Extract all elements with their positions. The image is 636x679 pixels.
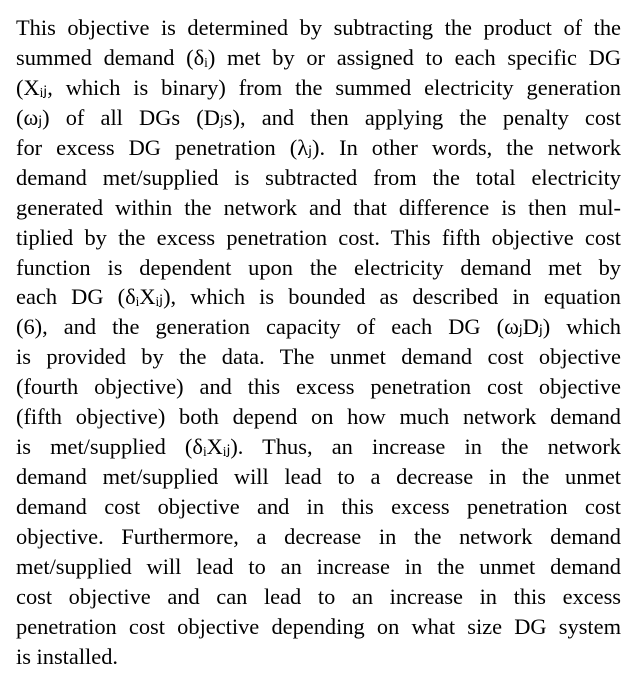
text-line: demand met/supplied will lead to a decre… <box>16 464 621 490</box>
text-line: demand met/supplied is subtracted from t… <box>16 164 621 190</box>
text-line: each DG (δᵢXᵢⱼ), which is bounded as des… <box>16 284 621 310</box>
text-line: function is dependent upon the electrici… <box>16 254 621 280</box>
text-line: is met/supplied (δᵢXᵢⱼ). Thus, an increa… <box>16 434 621 460</box>
text-line: (fifth objective) both depend on how muc… <box>16 404 621 430</box>
text-line: (fourth objective) and this excess penet… <box>16 374 621 400</box>
text-line: penetration cost objective depending on … <box>16 613 621 639</box>
text-line: demand cost objective and in this excess… <box>16 494 621 519</box>
text-line: summed demand (δᵢ) met by or assigned to… <box>16 44 621 70</box>
text-line: is provided by the data. The unmet deman… <box>16 344 621 370</box>
text-line: objective. Furthermore, a decrease in th… <box>16 523 621 549</box>
text-line: for excess DG penetration (λⱼ). In other… <box>16 134 621 160</box>
text-line: met/supplied will lead to an increase in… <box>16 553 621 579</box>
document-page: This objective is determined by subtract… <box>16 13 621 672</box>
body-paragraph: This objective is determined by subtract… <box>16 13 621 672</box>
text-line: (Xᵢⱼ, which is binary) from the summed e… <box>16 74 621 100</box>
text-line: tiplied by the excess penetration cost. … <box>16 224 621 250</box>
text-line: This objective is determined by subtract… <box>16 15 621 40</box>
text-line: cost objective and can lead to an increa… <box>16 583 621 609</box>
text-line: (6), and the generation capacity of each… <box>16 314 621 340</box>
text-line: generated within the network and that di… <box>16 194 621 220</box>
text-line: (ωⱼ) of all DGs (Dⱼs), and then applying… <box>16 104 621 130</box>
text-line: is installed. <box>16 643 118 669</box>
